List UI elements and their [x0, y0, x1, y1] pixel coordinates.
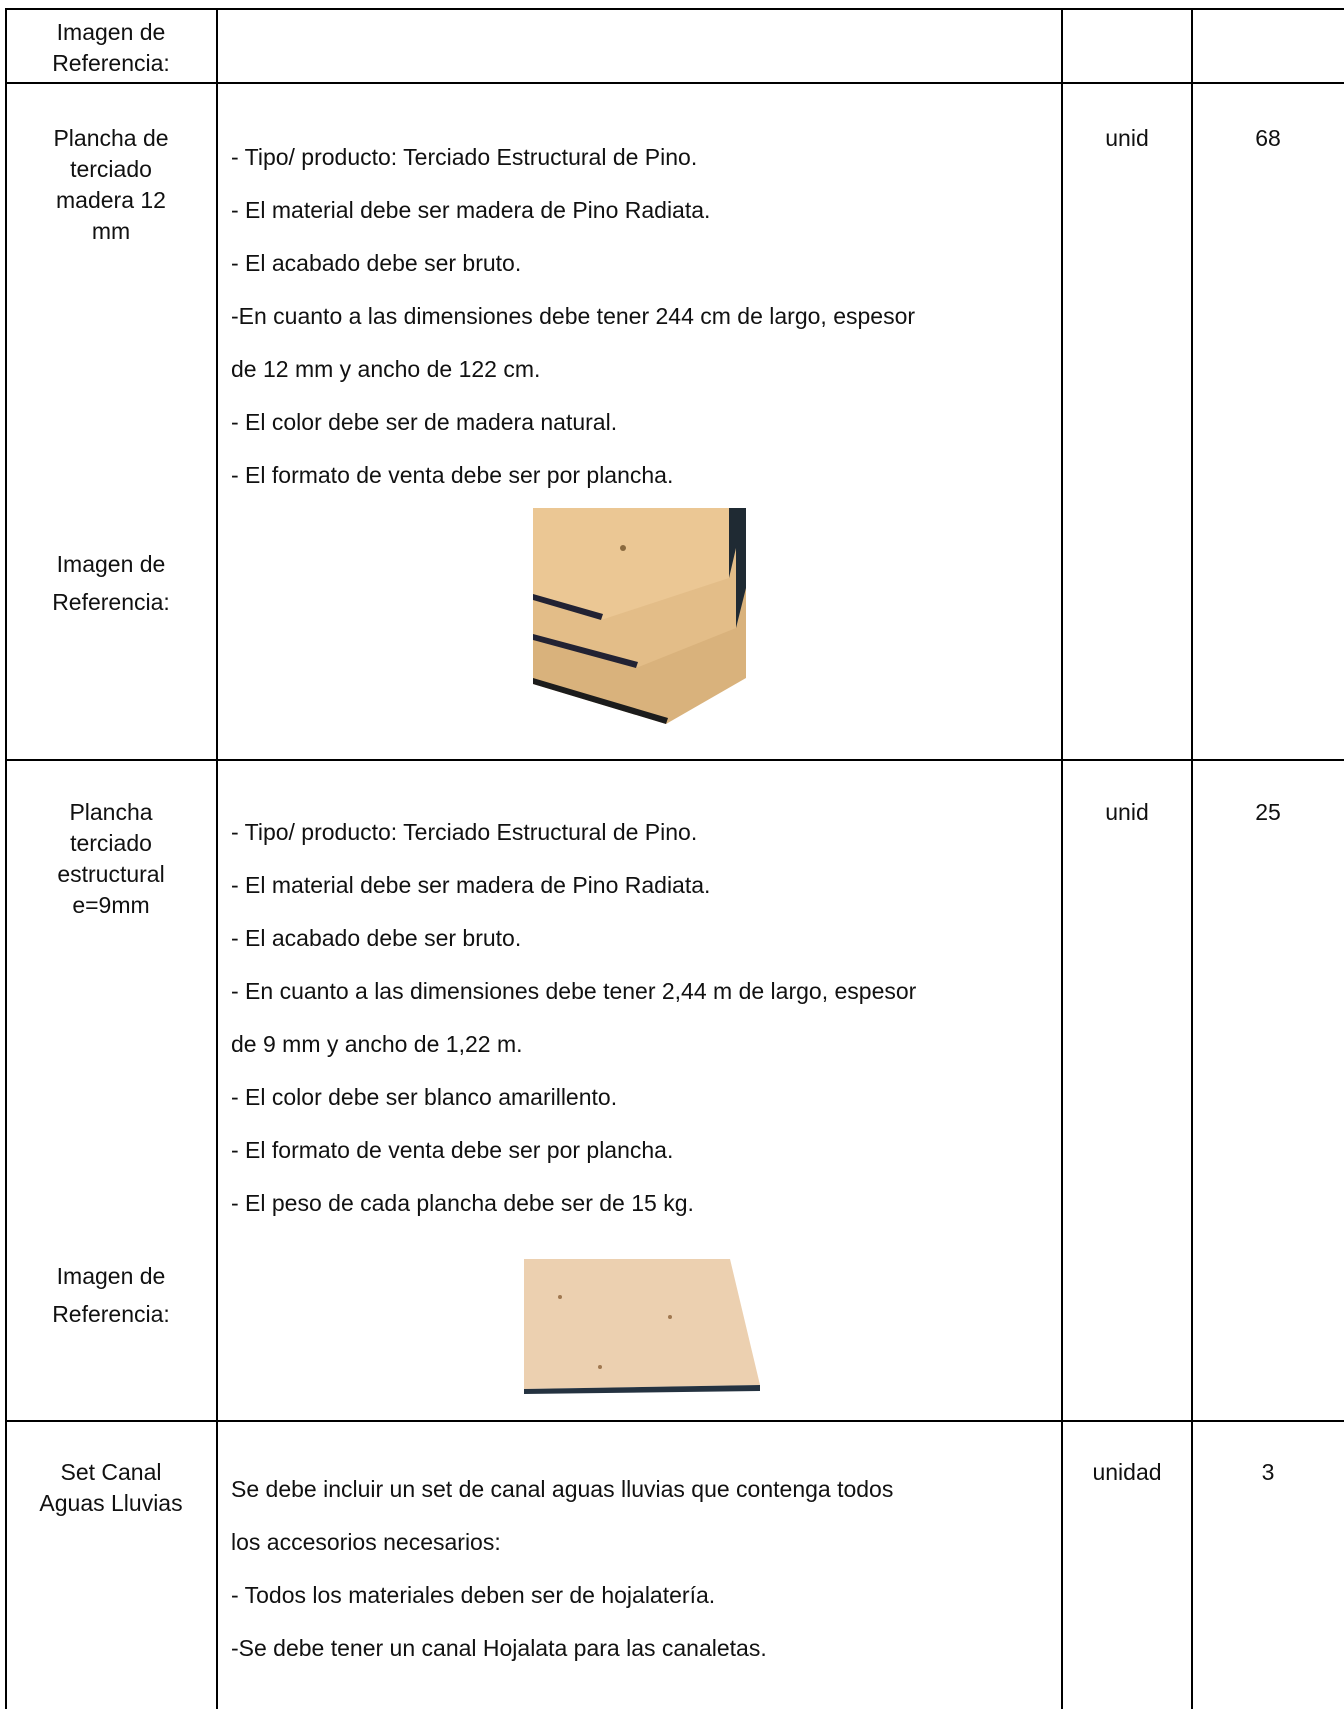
plywood-sheet-image — [524, 1259, 760, 1394]
item-name: Referencia: — [52, 50, 170, 76]
col-border — [216, 8, 218, 1709]
unit: unidad — [1092, 1459, 1162, 1485]
description-line: - El color debe ser de madera natural. — [231, 409, 618, 435]
description-line: - El formato de venta debe ser por planc… — [231, 462, 674, 488]
description-line: -En cuanto a las dimensiones debe tener … — [231, 303, 916, 329]
description-line: - El peso de cada plancha debe ser de 15… — [231, 1190, 694, 1216]
description-line: - El material debe ser madera de Pino Ra… — [231, 872, 711, 898]
item-name: Set Canal — [60, 1459, 162, 1485]
item-name: terciado — [70, 830, 152, 856]
unit: unid — [1105, 799, 1149, 825]
row-border — [5, 8, 1344, 10]
quantity: 3 — [1261, 1459, 1275, 1485]
col-border — [1061, 8, 1063, 1709]
description-line: de 9 mm y ancho de 1,22 m. — [231, 1031, 523, 1057]
description-line: - El formato de venta debe ser por planc… — [231, 1137, 674, 1163]
item-name: Imagen de — [56, 19, 166, 45]
description-line: - Todos los materiales deben ser de hoja… — [231, 1582, 716, 1608]
description-line: los accesorios necesarios: — [231, 1529, 501, 1555]
quantity: 25 — [1255, 799, 1281, 825]
description-line: - El acabado debe ser bruto. — [231, 250, 522, 276]
description-line: - Tipo/ producto: Terciado Estructural d… — [231, 819, 698, 845]
description-line: de 12 mm y ancho de 122 cm. — [231, 356, 541, 382]
description-line: - El material debe ser madera de Pino Ra… — [231, 197, 711, 223]
quantity: 68 — [1255, 125, 1281, 151]
row-border — [5, 1420, 1344, 1422]
col-border — [1191, 8, 1193, 1709]
col-border — [5, 8, 7, 1709]
row-border — [5, 82, 1344, 84]
description-line: - El acabado debe ser bruto. — [231, 925, 522, 951]
unit: unid — [1105, 125, 1149, 151]
item-name: e=9mm — [72, 892, 150, 918]
description-line: - En cuanto a las dimensiones debe tener… — [231, 978, 917, 1004]
item-name: Plancha de — [53, 125, 169, 151]
reference-label: Imagen de — [56, 1263, 166, 1289]
item-name: estructural — [57, 861, 165, 887]
description-line: - Tipo/ producto: Terciado Estructural d… — [231, 144, 698, 170]
reference-label: Referencia: — [52, 1301, 170, 1327]
item-name: terciado — [70, 156, 152, 182]
reference-label: Referencia: — [52, 589, 170, 615]
item-name: Aguas Lluvias — [39, 1490, 183, 1516]
description-line: - El color debe ser blanco amarillento. — [231, 1084, 618, 1110]
row-border — [5, 759, 1344, 761]
description-line: -Se debe tener un canal Hojalata para la… — [231, 1635, 767, 1661]
plywood-stack-image — [533, 508, 746, 724]
item-name: madera 12 — [56, 187, 166, 213]
item-name: mm — [91, 218, 131, 244]
item-name: Plancha — [69, 799, 153, 825]
description-line: Se debe incluir un set de canal aguas ll… — [231, 1476, 894, 1502]
reference-label: Imagen de — [56, 551, 166, 577]
